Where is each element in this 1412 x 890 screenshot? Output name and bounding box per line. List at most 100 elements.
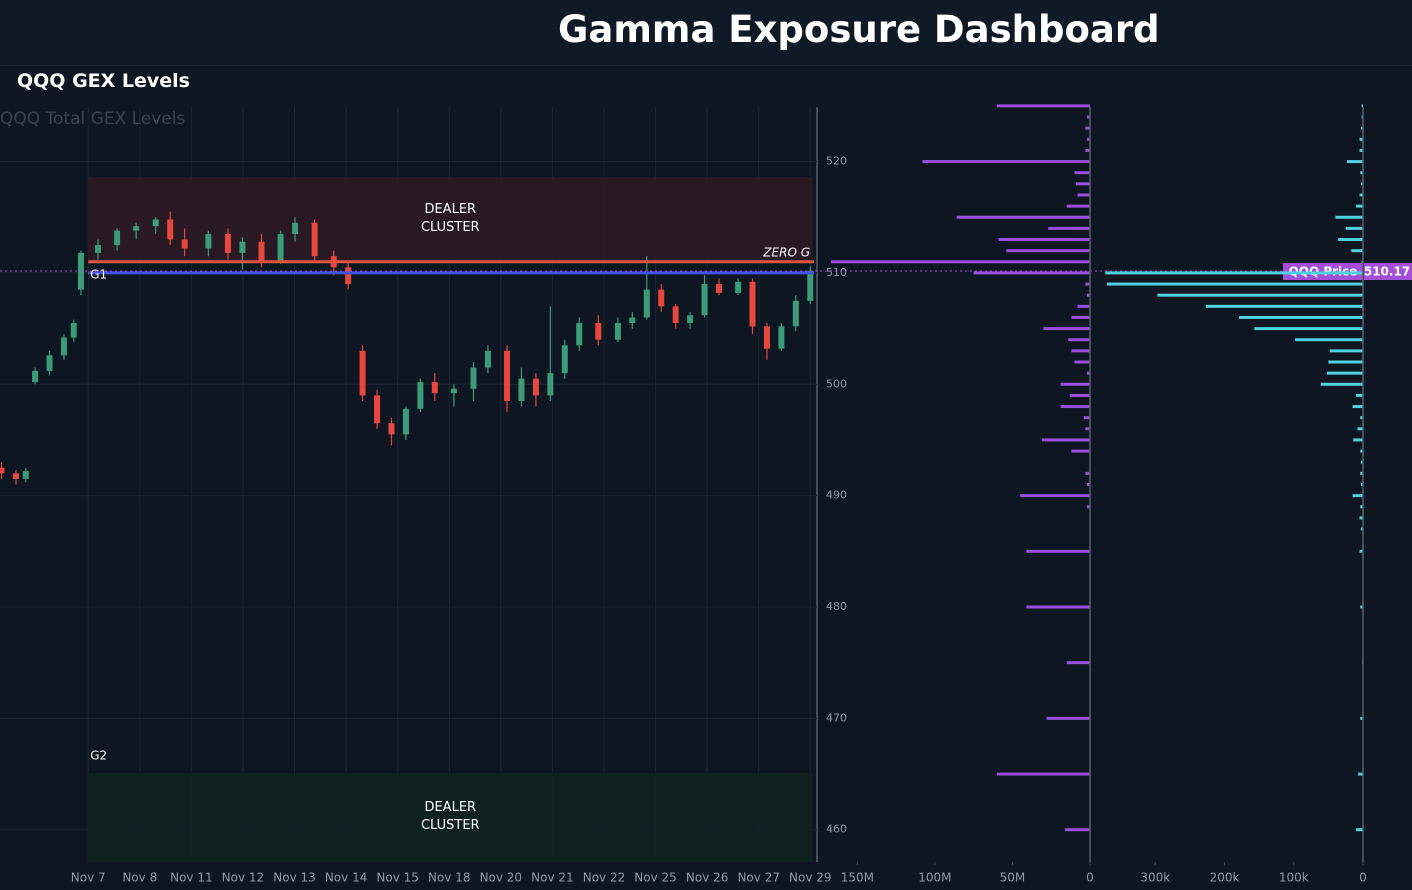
bar (1069, 393, 1090, 397)
candle-body (672, 306, 679, 324)
bar (1066, 661, 1090, 665)
x-tick-label: 0 (1359, 871, 1367, 885)
bar (1358, 772, 1363, 776)
bar (1105, 271, 1363, 275)
x-tick-label: Nov 27 (737, 871, 780, 885)
candle-body (701, 284, 708, 316)
bar (1086, 137, 1090, 141)
panel-title: QQQ GEX Levels (17, 70, 190, 92)
bar (998, 238, 1090, 242)
candle-body (46, 355, 53, 371)
bar (1239, 315, 1363, 319)
x-tick-label: 150M (841, 871, 874, 885)
bar (1360, 483, 1363, 486)
candle-body (629, 317, 636, 324)
bar (1359, 148, 1363, 152)
x-tick-label: Nov 11 (170, 871, 213, 885)
level-label: G1 (90, 267, 107, 281)
bar (1086, 483, 1090, 486)
candle-body (12, 473, 19, 479)
x-tick-label: Nov 25 (634, 871, 677, 885)
x-tick-label: Nov 22 (583, 871, 626, 885)
bar (1359, 549, 1363, 553)
bar (1360, 416, 1363, 420)
x-tick-label: 50M (1000, 871, 1026, 885)
candle-body (374, 395, 381, 424)
x-tick-label: Nov 29 (789, 871, 832, 885)
candle-body (450, 388, 457, 394)
x-tick-label: Nov 18 (428, 871, 471, 885)
level-label: G2 (90, 749, 107, 763)
x-tick-label: Nov 7 (71, 871, 106, 885)
bar (1041, 438, 1090, 442)
candle-body (277, 233, 284, 262)
bar (1360, 126, 1363, 130)
candle-body (749, 281, 756, 327)
bar (1357, 427, 1363, 431)
bar (1360, 471, 1363, 475)
candle-body (518, 378, 525, 401)
candle-body (239, 241, 246, 253)
candle-body (763, 326, 770, 349)
bar (1205, 304, 1363, 308)
bar (1026, 605, 1090, 609)
bar (830, 260, 1090, 264)
bar (1356, 204, 1363, 208)
y-tick-label: 510 (826, 266, 847, 279)
candle-body (470, 367, 477, 389)
bar (1254, 327, 1363, 331)
header-bar: Gamma Exposure Dashboard (0, 0, 1412, 66)
bar (1074, 360, 1090, 364)
bar (1356, 393, 1363, 397)
x-tick-label: Nov 15 (376, 871, 419, 885)
x-tick-label: 100M (918, 871, 951, 885)
bar (1360, 605, 1363, 609)
bar (1360, 460, 1363, 464)
bar (1352, 494, 1363, 498)
candle-body (311, 222, 318, 257)
candle-body (152, 219, 159, 227)
bar (1086, 505, 1090, 509)
price-tag-value-bg (1364, 263, 1412, 281)
zone-label: DEALER CLUSTER (420, 202, 480, 236)
x-tick-label: 300k (1140, 871, 1170, 885)
candle-body (32, 370, 39, 383)
bar (1074, 171, 1090, 175)
bar (996, 104, 1090, 108)
x-tick-label: 0 (1086, 871, 1094, 885)
bar (1328, 360, 1363, 364)
y-tick-label: 460 (826, 823, 847, 836)
y-tick-label: 480 (826, 600, 847, 613)
candle-body (402, 408, 409, 435)
bar (1071, 349, 1090, 353)
bar (1351, 249, 1363, 253)
candle-body (133, 226, 140, 231)
bar (1086, 115, 1090, 119)
candle-body (595, 323, 602, 340)
candle-body (576, 323, 583, 346)
bar (1085, 282, 1090, 286)
candle-body (388, 423, 395, 435)
bar (1329, 349, 1363, 353)
bar (1356, 828, 1363, 832)
bar (1046, 716, 1090, 720)
zone-label: DEALER CLUSTER (420, 800, 480, 834)
candle-body (484, 350, 491, 368)
bar (1361, 104, 1363, 108)
bar (1083, 416, 1090, 420)
bar (1085, 427, 1090, 431)
bar (1347, 160, 1363, 164)
bar (973, 271, 1090, 275)
bar (1320, 382, 1363, 386)
bar (1360, 505, 1363, 509)
candle-body (0, 467, 5, 474)
candle-body (114, 230, 121, 246)
bar (1345, 226, 1363, 230)
candle-body (70, 323, 77, 338)
bar (1335, 215, 1363, 219)
bar (1295, 338, 1363, 342)
bar (956, 215, 1090, 219)
candle-body (167, 219, 174, 240)
bar (1060, 382, 1090, 386)
